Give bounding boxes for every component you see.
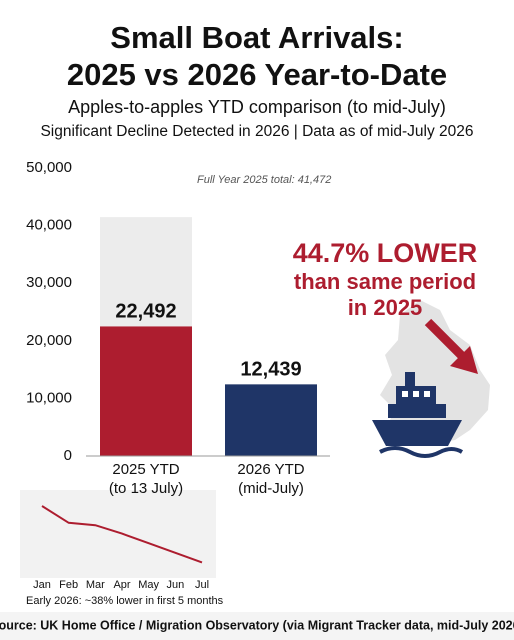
callout-text: than same period [294, 269, 476, 294]
title-line: 2025 vs 2026 Year-to-Date [67, 57, 447, 92]
annotation: Full Year 2025 total: 41,472 [197, 174, 331, 186]
x-tick-label: 2025 YTD [112, 461, 179, 478]
ship-icon [372, 372, 464, 458]
x-tick-label: Feb [59, 579, 78, 591]
y-tick-label: 30,000 [26, 274, 72, 291]
x-tick-label: 2026 YTD [237, 461, 304, 478]
title-line: Small Boat Arrivals: [110, 20, 403, 55]
value-label: 12,439 [240, 359, 301, 381]
x-tick-note: (mid-July) [238, 480, 304, 497]
callout-headline: 44.7% LOWER [293, 238, 478, 268]
x-tick-label: Jun [166, 579, 184, 591]
subtitle: Significant Decline Detected in 2026 | D… [40, 123, 473, 140]
ship-windows [402, 391, 430, 397]
trend-line [41, 505, 203, 564]
y-tick-label: 10,000 [26, 389, 72, 406]
y-tick-label: 20,000 [26, 332, 72, 349]
callout-text: in 2025 [348, 295, 423, 320]
x-tick-label: Jul [195, 579, 209, 591]
subtitle: Apples-to-apples YTD comparison (to mid-… [68, 97, 446, 117]
y-tick-label: 50,000 [26, 159, 72, 176]
x-tick-label: Apr [113, 579, 130, 591]
footer-band [0, 612, 514, 640]
value-label: 22,492 [115, 301, 176, 323]
x-tick-label: May [138, 579, 159, 591]
bar [225, 384, 317, 456]
inset-panel [20, 490, 216, 578]
x-tick-note: (to 13 July) [109, 480, 183, 497]
y-tick-label: 40,000 [26, 217, 72, 234]
source: Source: UK Home Office / Migration Obser… [0, 618, 514, 632]
y-tick-label: 0 [64, 447, 72, 464]
inset-caption: Early 2026: ~38% lower in first 5 months [26, 595, 224, 607]
bar [100, 326, 192, 456]
x-tick-label: Mar [86, 579, 105, 591]
callout-arrowhead [450, 346, 478, 374]
x-tick-label: Jan [33, 579, 51, 591]
